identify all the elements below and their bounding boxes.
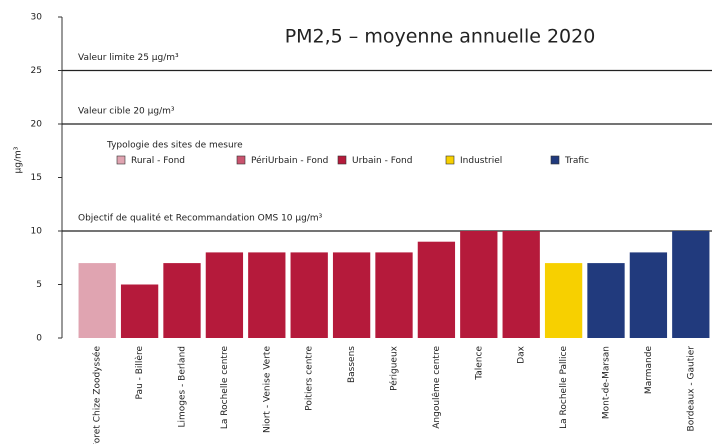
x-tick-label: La Rochelle Pallice — [559, 346, 569, 429]
y-axis-label: µg/m³ — [14, 146, 24, 173]
x-tick-label: Mont-de-Marsan — [602, 346, 612, 419]
legend-label: Industriel — [460, 156, 502, 166]
legend-label: Urbain - Fond — [352, 156, 412, 166]
x-tick-label: Niort - Venise Verte — [262, 346, 272, 433]
x-tick-label: Angoulême centre — [431, 346, 442, 429]
legend-swatch — [337, 155, 347, 165]
x-tick-label: Bordeaux - Gautier — [686, 346, 696, 432]
x-tick-label: Dax — [517, 345, 527, 363]
bar — [78, 263, 116, 338]
bar — [460, 231, 498, 338]
legend-swatch — [236, 155, 246, 165]
x-tick-label: Bassens — [347, 346, 357, 383]
bar — [417, 241, 456, 338]
legend-swatch — [116, 155, 126, 165]
legend-swatch — [550, 155, 560, 165]
x-tick-label: Limoges - Berland — [178, 346, 188, 428]
bar — [248, 252, 286, 338]
x-tick-label: Talence — [474, 346, 484, 381]
legend-label: Rural - Fond — [131, 156, 185, 166]
x-tick-label: Marmande — [644, 346, 654, 395]
chart-title: PM2,5 – moyenne annuelle 2020 — [285, 26, 596, 48]
y-tick-label: 30 — [31, 13, 43, 23]
y-tick-label: 25 — [31, 66, 42, 76]
y-tick-label: 10 — [31, 227, 43, 237]
x-tick-label: Poitiers centre — [305, 346, 315, 411]
x-tick-label: Périgueux — [389, 345, 400, 391]
bar — [290, 252, 328, 338]
bar — [375, 252, 413, 338]
x-tick-label: Pau - Billère — [134, 346, 145, 400]
legend-label: PériUrbain - Fond — [251, 155, 328, 166]
bar — [672, 231, 710, 338]
y-tick-label: 0 — [36, 334, 42, 344]
reference-label: Valeur limite 25 µg/m³ — [78, 53, 179, 63]
legend-label: Trafic — [564, 156, 589, 166]
legend-swatch — [445, 155, 455, 165]
y-tick-label: 15 — [31, 173, 42, 183]
bar — [205, 252, 244, 338]
bar — [587, 263, 625, 338]
bar — [502, 231, 540, 338]
legend-title: Typologie des sites de mesure — [106, 141, 243, 151]
x-tick-label: La Rochelle centre — [220, 346, 230, 430]
bar — [332, 252, 371, 338]
reference-label: Valeur cible 20 µg/m³ — [78, 107, 175, 117]
bar — [163, 263, 201, 338]
x-tick-label: Foret Chize Zoodyssée — [92, 346, 103, 444]
y-tick-label: 5 — [36, 280, 42, 290]
reference-label: Objectif de qualité et Recommandation OM… — [78, 213, 323, 224]
bar — [120, 284, 159, 338]
bar — [629, 252, 668, 338]
y-tick-label: 20 — [31, 120, 43, 130]
bar — [544, 263, 583, 338]
